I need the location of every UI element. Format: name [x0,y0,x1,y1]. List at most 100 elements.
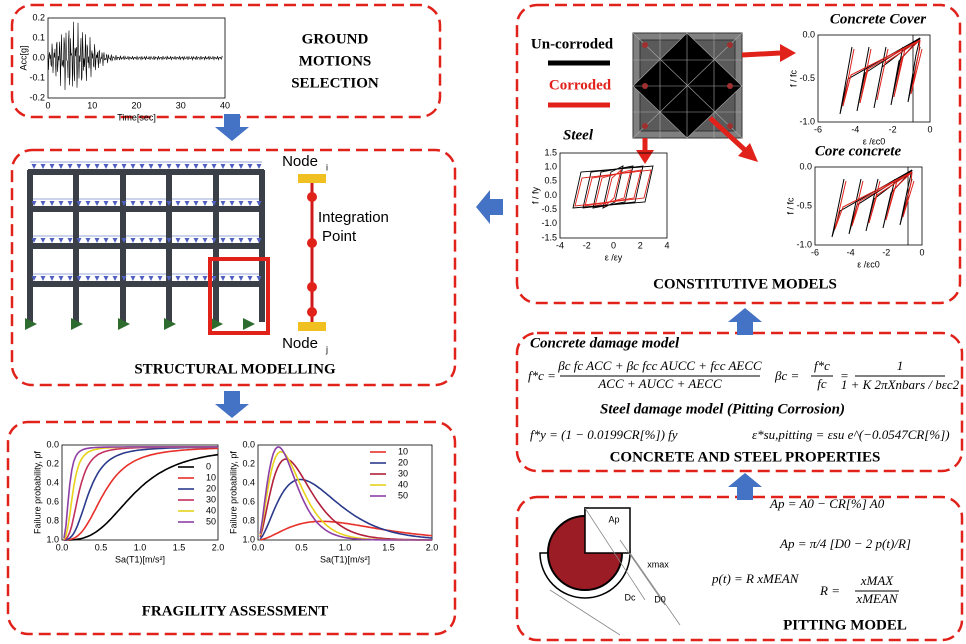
label: 10 [398,446,408,456]
label: 2.0 [212,542,225,552]
label: 0.8 [242,515,255,525]
label: 1 + K 2πXnbars / bεc2 [841,377,960,392]
label: -4 [556,240,564,250]
label: Concrete Cover [830,11,926,27]
label: 0.0 [32,52,45,62]
label: -0.5 [796,200,812,210]
load-arrow [140,238,145,243]
label: 2.0 [426,542,439,552]
label: 0.2 [32,12,45,22]
label: 0.4 [46,477,59,487]
load-arrow [239,164,244,169]
load-arrow [131,238,136,243]
label: Time[sec] [117,112,156,122]
load-arrow [50,276,55,281]
load-arrow [194,164,199,169]
load-arrow [86,238,91,243]
label: 0 [611,240,616,250]
load-arrow [86,276,91,281]
load-arrow [158,201,163,206]
load-arrow [140,164,145,169]
label: D0 [654,594,666,604]
label: 50 [398,490,408,500]
label: p(t) = R xMEAN [711,571,800,586]
load-arrow [248,201,253,206]
label: Steel damage model (Pitting Corrosion) [600,401,845,417]
label: 0 [927,124,932,134]
pitting-section [540,508,680,635]
label: 40 [398,479,408,489]
label: 0 [206,461,211,471]
label: 0.0 [799,161,812,171]
label: 0.5 [95,542,108,552]
label: -2 [882,247,890,257]
label: Node [282,153,318,170]
load-arrow [95,238,100,243]
accelerogram [48,22,223,90]
label: ε*su,pitting = εsu e^(−0.0547CR[%]) [752,427,950,442]
label: f / fy [530,187,540,205]
label: PITTING MODEL [783,617,907,633]
label: -6 [811,247,819,257]
label: ε /εc0 [857,259,880,269]
load-arrow [185,276,190,281]
load-arrow [140,276,145,281]
label: 1.0 [339,542,352,552]
label: 10 [87,100,97,110]
label: 2 [638,240,643,250]
label: 4 [664,240,669,250]
load-arrow [113,276,118,281]
label: Core concrete [815,143,902,159]
load-arrow [176,276,181,281]
load-arrow [257,164,262,169]
load-arrow [131,201,136,206]
label: f*y = (1 − 0.0199CR[%]) fy [530,427,678,442]
label: -0.1 [29,72,45,82]
load-arrow [158,276,163,281]
label: -1.5 [541,232,557,242]
label: 1 [897,358,904,373]
label: 0.2 [242,458,255,468]
label: 0.4 [242,477,255,487]
label: CONSTITUTIVE MODELS [653,276,837,292]
load-arrow [50,238,55,243]
load-arrow [68,238,73,243]
section-mesh [633,33,742,138]
label: 0.0 [252,542,265,552]
label: ε /εy [605,252,623,262]
label: -2 [889,124,897,134]
label: 0.6 [46,496,59,506]
label: xMAX [860,573,895,588]
frame [25,162,326,333]
label: SELECTION [291,75,379,91]
label: fc [817,376,827,391]
load-arrow [68,164,73,169]
label: 0.0 [56,542,69,552]
label: Sa(T1)[m/s²] [115,554,165,564]
label: xmax [647,559,669,569]
load-arrow [86,164,91,169]
load-arrow [95,276,100,281]
curve [843,40,920,106]
load-arrow [212,164,217,169]
label: 0 [919,247,924,257]
load-arrow [41,164,46,169]
load-arrow [194,238,199,243]
diagram: 0.20.10.0-0.1-0.2010203040Time[sec]Acc[g… [0,0,966,644]
label: STRUCTURAL MODELLING [134,361,336,377]
label: 0.2 [46,458,59,468]
label: f / fc [785,197,795,215]
label: 20 [131,100,141,110]
curve [64,447,218,540]
label: -0.5 [799,73,815,83]
label: Node [282,335,318,352]
load-arrow [158,238,163,243]
load-arrow [239,201,244,206]
load-arrow [194,276,199,281]
label: -2 [583,240,591,250]
label: βc = [774,368,799,383]
label: 20 [206,483,216,493]
load-arrow [104,201,109,206]
label: 0.0 [46,439,59,449]
label: -0.2 [29,92,45,102]
